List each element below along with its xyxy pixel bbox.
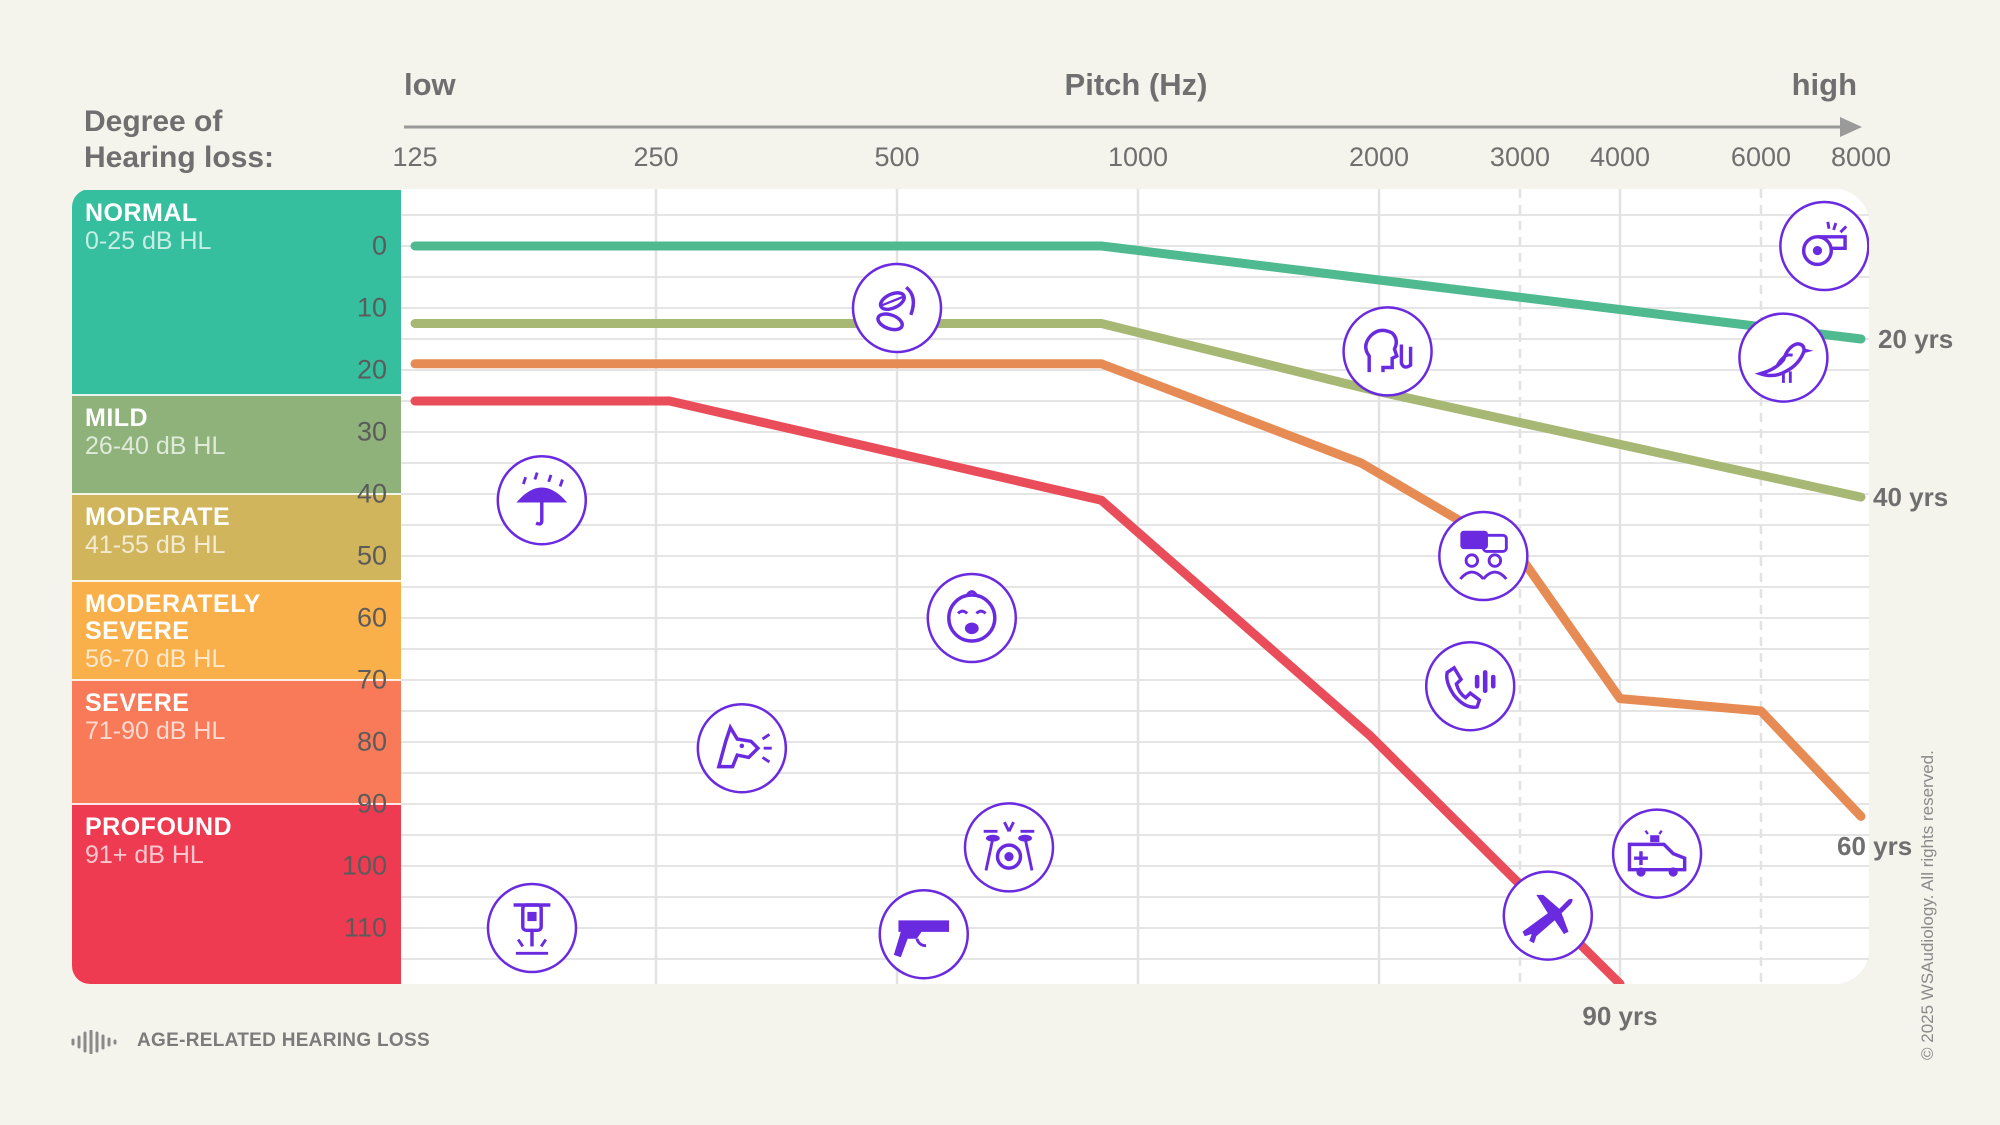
band-separator bbox=[72, 493, 401, 495]
band-normal: NORMAL 0-25 dB HL bbox=[72, 190, 401, 395]
conversation-icon bbox=[1438, 510, 1529, 602]
band-profound: PROFOUND 91+ dB HL bbox=[72, 804, 401, 984]
copyright: © 2025 WSAudiology. All rights reserved. bbox=[1918, 750, 1937, 1060]
gun-icon bbox=[878, 888, 970, 980]
x-tick-label: 500 bbox=[874, 142, 920, 172]
x-tick-label: 4000 bbox=[1589, 142, 1651, 172]
band-separator bbox=[72, 803, 401, 805]
pitch-arrow bbox=[404, 117, 1862, 137]
axis-low-label: low bbox=[404, 67, 456, 102]
band-name-line: MILD bbox=[85, 403, 149, 432]
band-separator bbox=[72, 579, 401, 582]
jackhammer-icon bbox=[486, 882, 578, 974]
y-tick-label: 10 bbox=[356, 292, 387, 323]
y-tick-label: 100 bbox=[341, 850, 387, 881]
phone-ringing-icon bbox=[1424, 640, 1516, 732]
bird-icon bbox=[1738, 312, 1829, 403]
x-tick-label: 2000 bbox=[1348, 142, 1410, 172]
band-name-line: SEVERE bbox=[85, 616, 190, 645]
series-label: 20 yrs bbox=[1878, 324, 1954, 354]
series-end-point bbox=[1857, 493, 1865, 502]
band-range: 41-55 dB HL bbox=[85, 531, 226, 559]
x-tick-label: 125 bbox=[392, 142, 438, 172]
band-separator bbox=[72, 393, 401, 396]
crying-baby-icon bbox=[926, 572, 1018, 664]
band-name: SEVERE bbox=[85, 690, 189, 717]
axis-high-label: high bbox=[1791, 67, 1857, 102]
y-tick-label: 90 bbox=[356, 788, 387, 819]
band-range: 91+ dB HL bbox=[85, 841, 204, 869]
series-label: 60 yrs bbox=[1837, 831, 1913, 862]
rain-umbrella-icon bbox=[496, 454, 588, 546]
band-severe: SEVERE 71-90 dB HL bbox=[72, 680, 401, 804]
band-moderate: MODERATE 41-55 dB HL bbox=[72, 494, 401, 581]
axis-title: Pitch (Hz) bbox=[1064, 67, 1208, 102]
x-tick-label: 8000 bbox=[1830, 142, 1892, 172]
series-line-90-yrs bbox=[410, 396, 1625, 984]
y-tick-label: 50 bbox=[356, 540, 387, 571]
x-tick-label: 250 bbox=[633, 142, 679, 172]
series-label: 90 yrs bbox=[1582, 1000, 1658, 1031]
band-mild: MILD 26-40 dB HL bbox=[72, 394, 401, 494]
band-name-line: NORMAL bbox=[85, 199, 198, 228]
band-name: MILD bbox=[85, 403, 149, 432]
degree-title: Degree of Hearing loss: bbox=[84, 104, 274, 176]
degree-title-line-1: Degree of bbox=[84, 105, 223, 138]
x-tick-label: 1000 bbox=[1107, 142, 1169, 172]
dog-barking-icon bbox=[696, 702, 788, 794]
airplane-icon bbox=[1502, 870, 1594, 961]
x-tick-label: 3000 bbox=[1489, 142, 1551, 172]
band-moderately-severe: MODERATELY SEVERE 56-70 dB HL bbox=[72, 580, 401, 680]
drums-icon bbox=[963, 802, 1055, 893]
band-name-line: MODERATE bbox=[85, 503, 231, 531]
hearing-loss-bands: NORMAL 0-25 dB HL MILD 26-40 dB HL MODERATE 4… bbox=[72, 189, 401, 984]
footer-label: AGE-RELATED HEARING LOSS bbox=[137, 1030, 430, 1051]
band-separator bbox=[72, 679, 401, 681]
audiogram-chart bbox=[401, 189, 1869, 984]
series-label: 40 yrs bbox=[1873, 482, 1949, 513]
x-tick-label: 6000 bbox=[1730, 142, 1792, 172]
y-tick-label: 0 bbox=[371, 230, 387, 261]
band-name: MODERATELY SEVERE bbox=[85, 589, 261, 645]
band-range: 0-25 dB HL bbox=[85, 227, 212, 256]
y-tick-label: 70 bbox=[356, 664, 387, 695]
band-name-line: SEVERE bbox=[85, 689, 190, 717]
band-name: PROFOUND bbox=[85, 814, 232, 841]
whisper-icon bbox=[1342, 306, 1433, 397]
y-tick-label: 80 bbox=[356, 726, 387, 757]
band-name-line: MODERATELY bbox=[85, 589, 261, 618]
series-end-point bbox=[1616, 979, 1624, 984]
audiogram-plot bbox=[401, 189, 1869, 984]
band-range: 26-40 dB HL bbox=[85, 431, 226, 460]
band-name: MODERATE bbox=[85, 504, 230, 531]
y-tick-label: 60 bbox=[356, 602, 387, 633]
leaves-icon bbox=[851, 262, 943, 354]
y-tick-label: 40 bbox=[356, 478, 387, 509]
whistle-icon bbox=[1779, 200, 1869, 292]
y-tick-label: 110 bbox=[343, 912, 387, 943]
series-line-20-yrs bbox=[410, 241, 1866, 344]
y-tick-label: 30 bbox=[356, 416, 387, 447]
band-name: NORMAL bbox=[85, 200, 198, 227]
series-end-point bbox=[1857, 812, 1865, 821]
series-line-40-yrs bbox=[410, 319, 1866, 502]
band-range: 71-90 dB HL bbox=[85, 717, 226, 745]
degree-title-line-2: Hearing loss: bbox=[84, 141, 275, 174]
series-end-point bbox=[1857, 335, 1865, 343]
band-range: 56-70 dB HL bbox=[85, 644, 226, 673]
ambulance-icon bbox=[1611, 808, 1703, 899]
soundwave-icon bbox=[71, 1030, 117, 1054]
band-name-line: PROFOUND bbox=[85, 813, 233, 841]
y-tick-label: 20 bbox=[356, 354, 387, 385]
